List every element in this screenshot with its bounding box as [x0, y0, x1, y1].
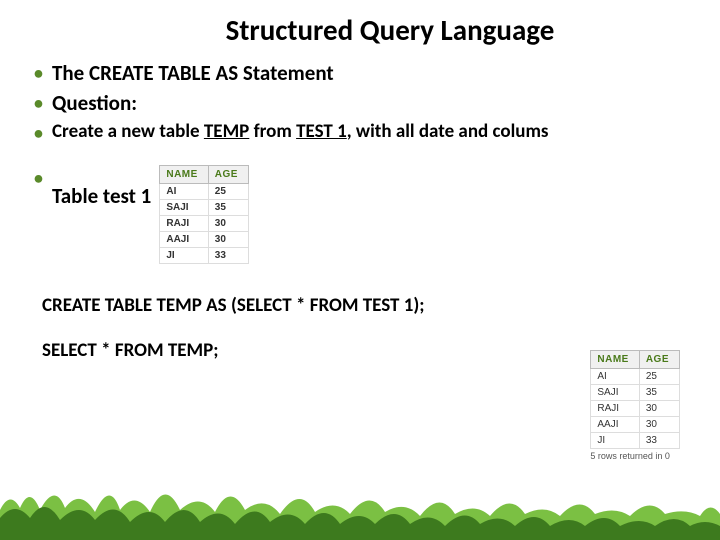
table-caption: 5 rows returned in 0 — [590, 451, 680, 461]
text-underline: TEMP — [204, 120, 249, 143]
slide-title: Structured Query Language — [90, 12, 690, 48]
table-cell: 25 — [208, 184, 248, 200]
grass-decoration — [0, 470, 720, 540]
table-row: AAJI30 — [160, 232, 249, 248]
table-cell: 30 — [208, 232, 248, 248]
table-cell: 33 — [639, 433, 679, 449]
sql-statement-1: CREATE TABLE TEMP AS (SELECT * FROM TEST… — [42, 294, 690, 317]
table-header: AGE — [639, 351, 679, 369]
table-row: JI33 — [591, 433, 680, 449]
text: Create a new table — [52, 120, 204, 143]
table-cell: 35 — [639, 385, 679, 401]
table-row: AI25 — [160, 184, 249, 200]
table-cell: SAJI — [160, 200, 208, 216]
table-cell: AAJI — [591, 417, 639, 433]
bullet-question: Question: — [30, 90, 690, 116]
slide: Structured Query Language The CREATE TAB… — [0, 0, 720, 540]
table-cell: 30 — [639, 417, 679, 433]
table-test1: NAME AGE AI25 SAJI35 RAJI30 AAJI30 JI33 — [159, 165, 249, 264]
table-row: AAJI30 — [591, 417, 680, 433]
table-cell: 35 — [208, 200, 248, 216]
table-header: NAME — [160, 166, 208, 184]
text: , with all date and colums — [347, 120, 549, 143]
table-cell: 30 — [208, 216, 248, 232]
bullet-instruction: Create a new table TEMP from TEST 1, wit… — [30, 120, 690, 143]
bullet-label: Table test 1 — [52, 165, 151, 209]
table-temp: NAME AGE AI25 SAJI35 RAJI30 AAJI30 JI33 — [590, 350, 680, 449]
table-cell: JI — [160, 248, 208, 264]
table-cell: 25 — [639, 369, 679, 385]
table-header: NAME — [591, 351, 639, 369]
table-row: RAJI30 — [591, 401, 680, 417]
bullet-create-statement: The CREATE TABLE AS Statement — [30, 60, 690, 86]
table-cell: JI — [591, 433, 639, 449]
table-cell: RAJI — [160, 216, 208, 232]
table-cell: 30 — [639, 401, 679, 417]
table-row: SAJI35 — [160, 200, 249, 216]
table-cell: AAJI — [160, 232, 208, 248]
table-row: SAJI35 — [591, 385, 680, 401]
bullet-list: The CREATE TABLE AS Statement Question: … — [30, 60, 690, 264]
table-cell: AI — [591, 369, 639, 385]
table-cell: AI — [160, 184, 208, 200]
table-row: RAJI30 — [160, 216, 249, 232]
bullet-table-test1: Table test 1 NAME AGE AI25 SAJI35 RAJI30… — [30, 165, 690, 264]
table-row: JI33 — [160, 248, 249, 264]
text: from — [249, 120, 296, 143]
table-cell: 33 — [208, 248, 248, 264]
table-header: AGE — [208, 166, 248, 184]
table-temp-result: NAME AGE AI25 SAJI35 RAJI30 AAJI30 JI33 … — [590, 350, 680, 461]
table-cell: RAJI — [591, 401, 639, 417]
table-row: AI25 — [591, 369, 680, 385]
table-cell: SAJI — [591, 385, 639, 401]
text-underline: TEST 1 — [296, 120, 347, 143]
